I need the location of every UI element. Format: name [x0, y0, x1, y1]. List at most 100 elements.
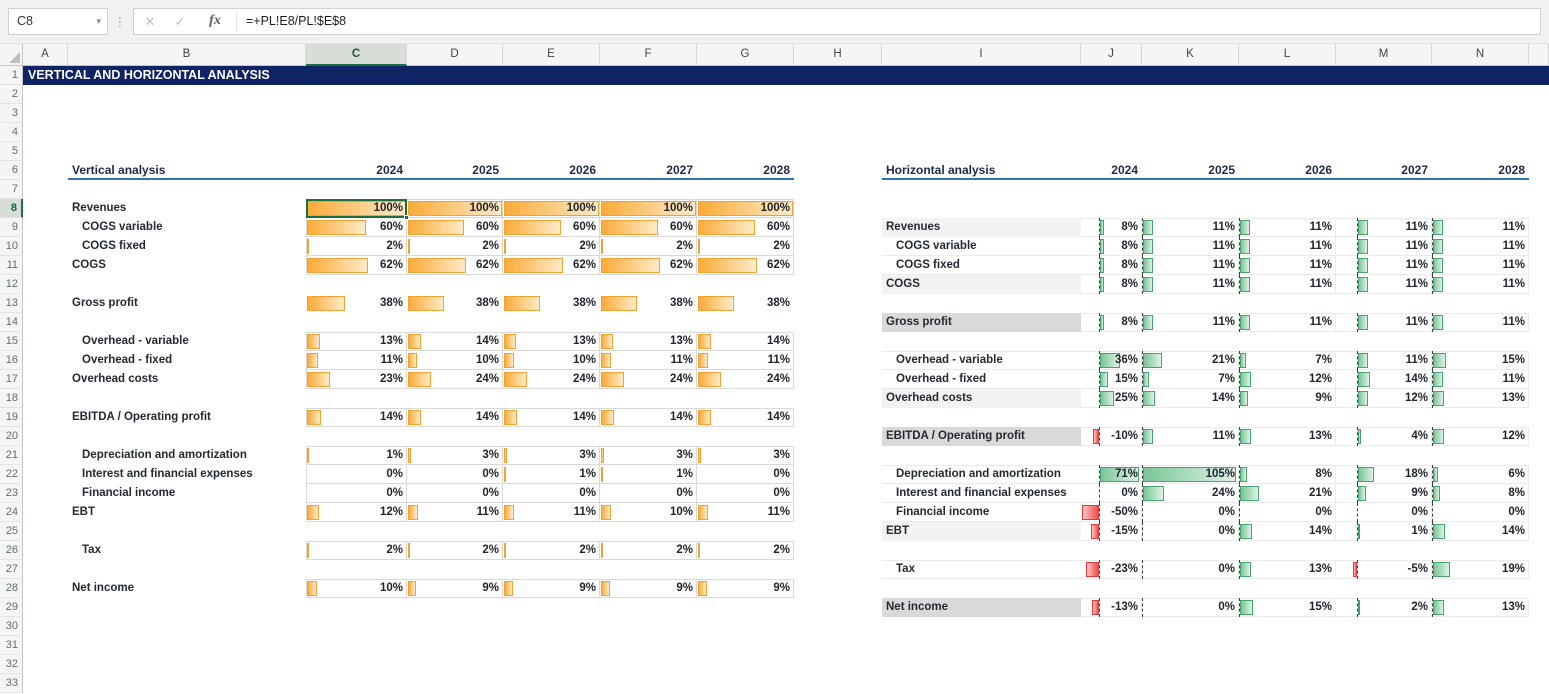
fx-icon[interactable]: fx: [200, 9, 230, 33]
row-label[interactable]: Net income: [886, 598, 948, 617]
select-all-corner[interactable]: [0, 44, 23, 66]
column-header-A[interactable]: A: [23, 44, 68, 66]
row-label[interactable]: Overhead - variable: [82, 332, 189, 351]
row-header-1[interactable]: 1: [0, 66, 23, 85]
row-label[interactable]: Gross profit: [72, 294, 138, 313]
column-header-C[interactable]: C: [306, 44, 407, 66]
value-label: 14%: [407, 332, 499, 351]
row-header-28[interactable]: 28: [0, 579, 23, 598]
row-header-7[interactable]: 7: [0, 180, 23, 199]
row-label[interactable]: Overhead costs: [72, 370, 158, 389]
row-header-23[interactable]: 23: [0, 484, 23, 503]
column-header-M[interactable]: M: [1336, 44, 1432, 66]
column-header-F[interactable]: F: [600, 44, 697, 66]
row-label[interactable]: EBITDA / Operating profit: [886, 427, 1025, 446]
value-label: 11%: [1432, 256, 1525, 275]
value-label: 12%: [1432, 427, 1525, 446]
row-header-18[interactable]: 18: [0, 389, 23, 408]
row-label[interactable]: Net income: [72, 579, 134, 598]
enter-icon[interactable]: ✓: [166, 9, 194, 34]
column-header-D[interactable]: D: [407, 44, 503, 66]
row-header-13[interactable]: 13: [0, 294, 23, 313]
row-header-26[interactable]: 26: [0, 541, 23, 560]
row-header-10[interactable]: 10: [0, 237, 23, 256]
row-header-31[interactable]: 31: [0, 636, 23, 655]
row-header-19[interactable]: 19: [0, 408, 23, 427]
row-header-14[interactable]: 14: [0, 313, 23, 332]
row-header-16[interactable]: 16: [0, 351, 23, 370]
column-header-H[interactable]: H: [794, 44, 882, 66]
row-label[interactable]: Interest and financial expenses: [82, 465, 253, 484]
value-label: 100%: [600, 199, 693, 218]
value-label: 100%: [697, 199, 790, 218]
row-header-33[interactable]: 33: [0, 674, 23, 693]
row-header-24[interactable]: 24: [0, 503, 23, 522]
value-label: 0%: [407, 465, 499, 484]
row-label[interactable]: Overhead - fixed: [82, 351, 172, 370]
row-label[interactable]: Tax: [896, 560, 915, 579]
value-label: 38%: [306, 294, 403, 313]
selection-outline[interactable]: [306, 199, 407, 218]
row-label[interactable]: Overhead - variable: [896, 351, 1003, 370]
row-label[interactable]: EBITDA / Operating profit: [72, 408, 211, 427]
name-box[interactable]: C8 ▾: [8, 8, 108, 35]
column-header-G[interactable]: G: [697, 44, 794, 66]
cancel-icon[interactable]: ✕: [136, 9, 164, 34]
row-header-8[interactable]: 8: [0, 199, 23, 218]
row-label[interactable]: EBT: [72, 503, 95, 522]
row-label[interactable]: Revenues: [72, 199, 126, 218]
row-header-20[interactable]: 20: [0, 427, 23, 446]
row-header-5[interactable]: 5: [0, 142, 23, 161]
row-label[interactable]: COGS fixed: [82, 237, 146, 256]
row-header-2[interactable]: 2: [0, 85, 23, 104]
row-header-29[interactable]: 29: [0, 598, 23, 617]
row-header-30[interactable]: 30: [0, 617, 23, 636]
column-header-B[interactable]: B: [68, 44, 306, 66]
row-label[interactable]: Financial income: [896, 503, 989, 522]
row-label[interactable]: COGS variable: [82, 218, 163, 237]
fill-handle[interactable]: [404, 215, 409, 220]
column-header-I[interactable]: I: [882, 44, 1081, 66]
row-header-17[interactable]: 17: [0, 370, 23, 389]
row-label[interactable]: Gross profit: [886, 313, 952, 332]
row-label[interactable]: COGS: [72, 256, 106, 275]
row-label[interactable]: Depreciation and amortization: [896, 465, 1061, 484]
row-header-22[interactable]: 22: [0, 465, 23, 484]
row-label[interactable]: Overhead costs: [886, 389, 972, 408]
row-header-15[interactable]: 15: [0, 332, 23, 351]
column-header-partial[interactable]: [1529, 44, 1549, 66]
row-label[interactable]: Depreciation and amortization: [82, 446, 247, 465]
column-header-L[interactable]: L: [1239, 44, 1336, 66]
value-label: 11%: [1432, 370, 1525, 389]
value-label: 8%: [1081, 256, 1138, 275]
row-header-27[interactable]: 27: [0, 560, 23, 579]
title-cell[interactable]: VERTICAL AND HORIZONTAL ANALYSIS: [23, 66, 1549, 85]
row-header-3[interactable]: 3: [0, 104, 23, 123]
name-box-dropdown-icon[interactable]: ▾: [96, 9, 101, 34]
row-header-32[interactable]: 32: [0, 655, 23, 674]
column-header-N[interactable]: N: [1432, 44, 1529, 66]
column-header-E[interactable]: E: [503, 44, 600, 66]
row-header-25[interactable]: 25: [0, 522, 23, 541]
row-label[interactable]: EBT: [886, 522, 909, 541]
row-label[interactable]: Financial income: [82, 484, 175, 503]
row-header-4[interactable]: 4: [0, 123, 23, 142]
column-header-J[interactable]: J: [1081, 44, 1142, 66]
row-label[interactable]: COGS fixed: [896, 256, 960, 275]
row-label[interactable]: Tax: [82, 541, 101, 560]
row-header-21[interactable]: 21: [0, 446, 23, 465]
value-label: 11%: [1432, 218, 1525, 237]
row-label[interactable]: Revenues: [886, 218, 940, 237]
row-header-11[interactable]: 11: [0, 256, 23, 275]
row-header-12[interactable]: 12: [0, 275, 23, 294]
row-label[interactable]: Overhead - fixed: [896, 370, 986, 389]
row-label-cell[interactable]: [882, 522, 1081, 541]
row-header-6[interactable]: 6: [0, 161, 23, 180]
row-header-9[interactable]: 9: [0, 218, 23, 237]
row-label[interactable]: COGS: [886, 275, 920, 294]
row-label[interactable]: COGS variable: [896, 237, 977, 256]
formula-input[interactable]: =+PL!E8/PL!$E$8: [246, 9, 346, 34]
row-label[interactable]: Interest and financial expenses: [896, 484, 1067, 503]
column-header-K[interactable]: K: [1142, 44, 1239, 66]
value-label: 24%: [1142, 484, 1235, 503]
